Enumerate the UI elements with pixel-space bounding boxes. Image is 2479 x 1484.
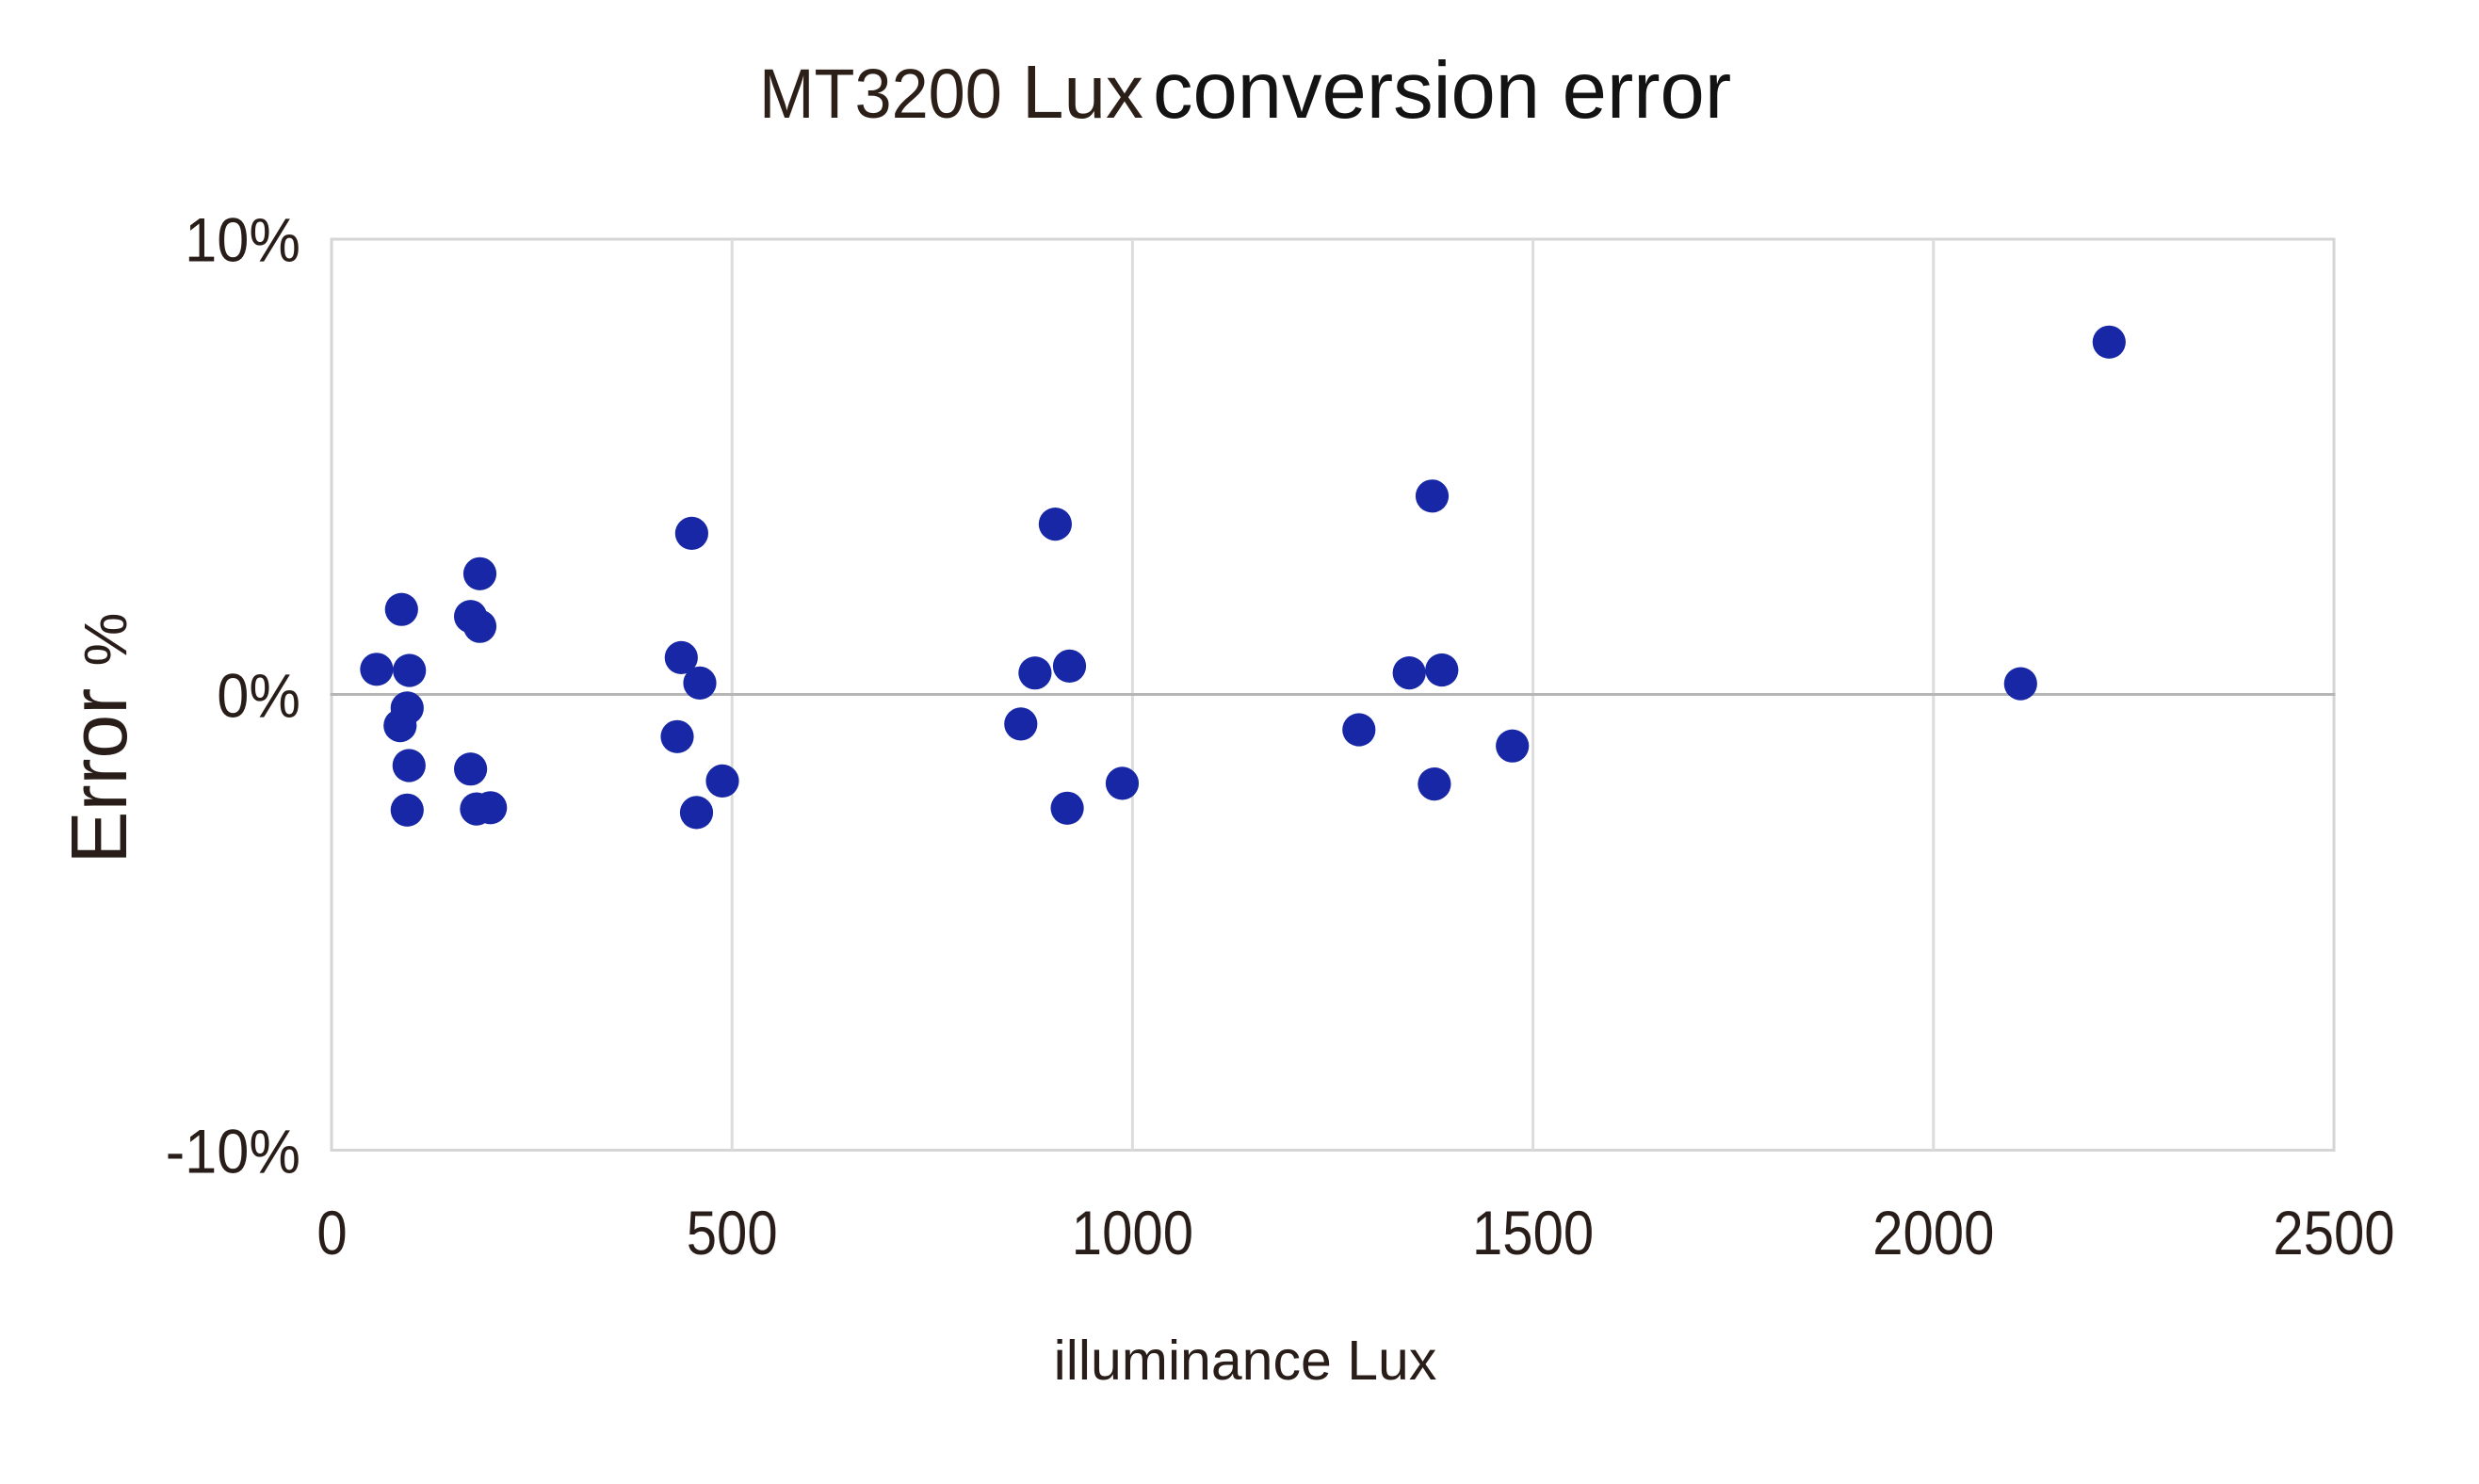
svg-text:2000: 2000 — [1872, 1200, 1994, 1268]
svg-text:2500: 2500 — [2273, 1200, 2394, 1268]
svg-text:conversion error: conversion error — [1153, 46, 1731, 136]
svg-text:illuminance Lux: illuminance Lux — [1054, 1330, 1437, 1392]
svg-text:-10%: -10% — [166, 1116, 300, 1186]
svg-text:10%: 10% — [185, 204, 300, 275]
svg-text:0: 0 — [316, 1200, 347, 1268]
svg-text:Lux: Lux — [1022, 50, 1143, 134]
svg-text:1000: 1000 — [1072, 1200, 1193, 1268]
svg-text:MT3200: MT3200 — [759, 56, 1002, 133]
svg-text:Error %: Error % — [55, 613, 143, 864]
svg-text:0%: 0% — [217, 660, 300, 731]
svg-text:500: 500 — [687, 1200, 778, 1268]
svg-text:1500: 1500 — [1472, 1200, 1594, 1268]
